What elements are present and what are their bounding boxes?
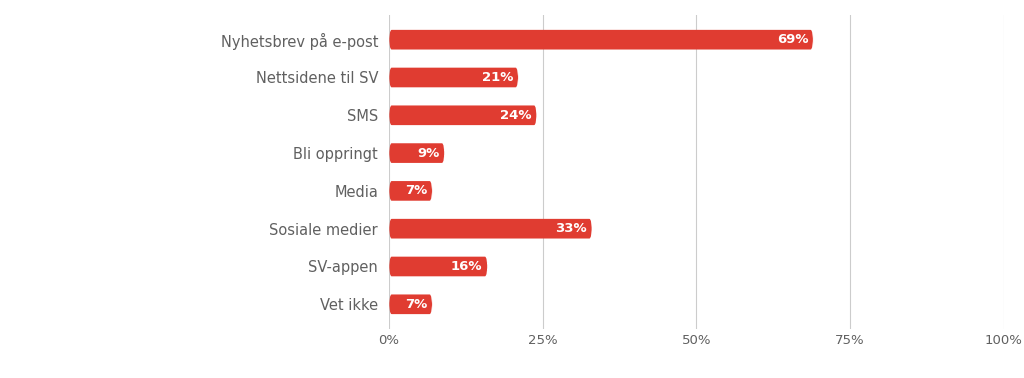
FancyBboxPatch shape [389, 143, 444, 163]
Text: 24%: 24% [500, 109, 531, 122]
Text: 21%: 21% [482, 71, 513, 84]
FancyBboxPatch shape [389, 219, 592, 239]
Text: 69%: 69% [776, 33, 808, 46]
Text: 33%: 33% [555, 222, 587, 235]
FancyBboxPatch shape [389, 30, 813, 50]
FancyBboxPatch shape [389, 294, 432, 314]
Text: 9%: 9% [417, 147, 439, 160]
FancyBboxPatch shape [389, 68, 518, 87]
Text: 7%: 7% [404, 298, 427, 311]
FancyBboxPatch shape [389, 181, 432, 201]
FancyBboxPatch shape [389, 105, 537, 125]
FancyBboxPatch shape [389, 257, 487, 276]
Text: 7%: 7% [404, 184, 427, 197]
Text: 16%: 16% [451, 260, 482, 273]
